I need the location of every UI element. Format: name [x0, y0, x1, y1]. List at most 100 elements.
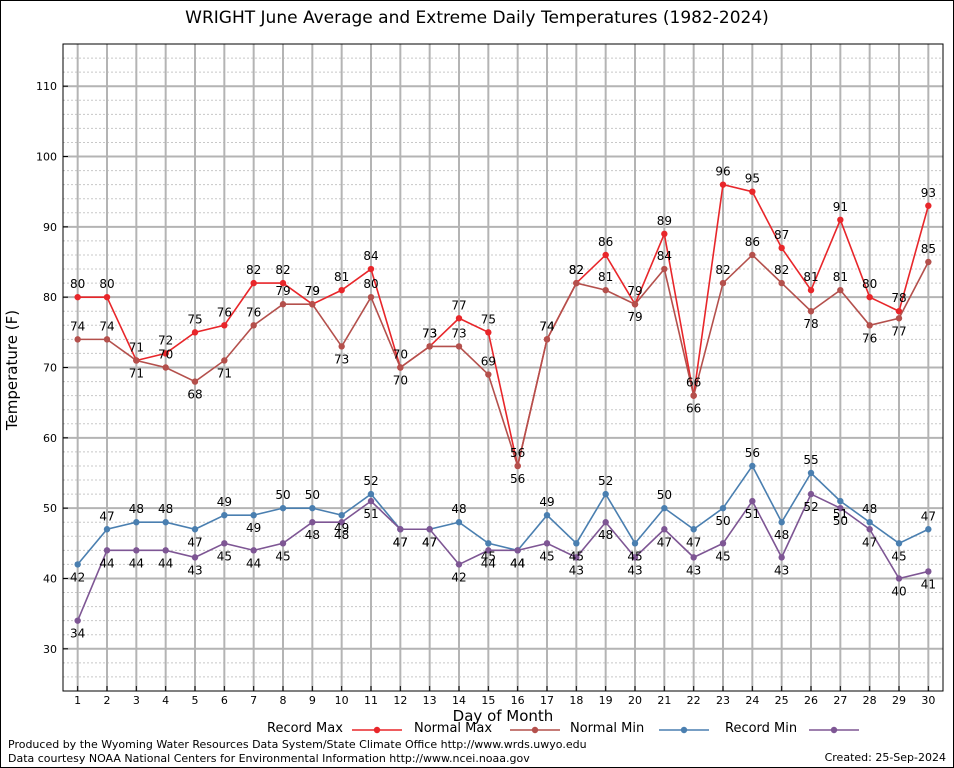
data-label-normal-max: 73 [422, 326, 437, 340]
point-normal-max [749, 251, 756, 259]
point-normal-max [895, 315, 903, 322]
x-tick-label: 25 [775, 694, 789, 707]
data-label-record-max: 75 [187, 312, 202, 326]
y-tick-label: 90 [43, 221, 57, 234]
data-label-record-min: 51 [363, 507, 378, 521]
data-label-record-min: 43 [686, 563, 701, 577]
data-label-record-max: 77 [451, 298, 466, 312]
data-label-normal-max: 56 [510, 472, 525, 486]
data-label-normal-max: 79 [275, 284, 290, 298]
data-label-normal-max: 80 [363, 277, 378, 291]
x-tick-label: 10 [335, 694, 349, 707]
point-normal-max [103, 336, 111, 343]
data-label-record-min: 43 [627, 563, 642, 577]
legend-label-normal-max: Normal Max [414, 721, 493, 736]
point-record-max [103, 293, 111, 301]
point-record-min [690, 554, 697, 561]
point-record-min [573, 554, 580, 561]
point-normal-max [162, 364, 169, 371]
data-label-record-max: 95 [745, 172, 760, 186]
point-normal-max [455, 343, 463, 350]
legend-record-min: Record Min [725, 720, 925, 738]
data-label-normal-max: 78 [803, 317, 818, 331]
point-normal-max [279, 301, 287, 308]
legend-record-max: Record Max [200, 720, 400, 738]
data-label-record-min: 50 [833, 514, 848, 528]
data-label-record-min: 52 [803, 500, 818, 514]
legend-normal-min: Normal Min [570, 720, 770, 738]
point-normal-max [514, 462, 521, 470]
data-label-normal-max: 76 [246, 305, 261, 319]
point-record-min [191, 554, 199, 561]
data-label-record-max: 74 [539, 319, 554, 333]
legend-marker-record-max [373, 726, 381, 734]
data-label-normal-max: 68 [187, 388, 202, 402]
legend-label-record-min: Record Min [725, 721, 798, 736]
data-label-normal-min: 55 [803, 453, 818, 467]
x-tick-label: 6 [221, 694, 228, 707]
data-label-record-max: 79 [627, 284, 642, 298]
point-record-max [661, 230, 668, 238]
point-record-min [250, 547, 257, 554]
data-label-normal-max: 73 [334, 352, 349, 366]
point-record-min [807, 490, 815, 498]
x-tick-label: 5 [192, 694, 199, 707]
y-tick-label: 100 [36, 151, 57, 164]
data-label-normal-max: 66 [686, 402, 701, 416]
point-normal-max [397, 364, 404, 371]
point-normal-min [925, 526, 932, 533]
data-label-record-max: 86 [598, 235, 613, 249]
data-label-normal-min: 49 [246, 521, 261, 535]
x-tick-label: 29 [892, 694, 906, 707]
data-label-normal-min: 52 [598, 474, 613, 488]
y-tick-label: 40 [43, 572, 57, 585]
series-line-record-max [77, 183, 930, 467]
data-label-normal-min: 52 [363, 474, 378, 488]
data-label-normal-min: 45 [569, 549, 584, 563]
data-label-record-min: 41 [921, 577, 936, 591]
point-record-max [719, 181, 727, 188]
data-label-normal-min: 50 [305, 488, 320, 502]
data-label-record-min: 43 [569, 563, 584, 577]
data-label-normal-min: 45 [627, 549, 642, 563]
data-label-normal-max: 81 [833, 270, 848, 284]
point-normal-min [455, 519, 463, 526]
x-tick-label: 7 [250, 694, 257, 707]
data-label-record-max: 75 [481, 312, 496, 326]
point-normal-min [103, 526, 111, 533]
point-normal-min [543, 511, 551, 519]
legend-marker-normal-min [680, 726, 688, 734]
data-label-record-min: 44 [99, 556, 114, 570]
point-record-min [74, 617, 81, 624]
point-normal-max [778, 279, 785, 287]
y-tick-label: 30 [43, 643, 57, 656]
point-normal-max [426, 343, 433, 350]
point-normal-max [866, 322, 873, 329]
data-label-record-max: 72 [158, 333, 173, 347]
point-record-max [895, 308, 903, 315]
y-tick-label: 70 [43, 362, 57, 375]
data-label-normal-min: 47 [99, 509, 114, 523]
data-label-record-min: 40 [891, 584, 906, 598]
data-label-normal-max: 86 [745, 235, 760, 249]
data-label-record-max: 82 [275, 263, 290, 277]
x-tick-label: 16 [511, 694, 525, 707]
x-tick-label: 23 [716, 694, 730, 707]
data-label-normal-max: 71 [129, 366, 144, 380]
point-record-min [543, 540, 551, 547]
data-label-record-min: 47 [862, 535, 877, 549]
data-label-record-max: 96 [715, 165, 730, 179]
data-label-record-max: 82 [569, 263, 584, 277]
data-label-record-min: 47 [657, 535, 672, 549]
x-tick-label: 24 [745, 694, 759, 707]
data-label-normal-max: 70 [158, 348, 173, 362]
point-record-max [162, 350, 169, 357]
data-label-record-min: 47 [422, 535, 437, 549]
point-normal-max [690, 392, 697, 399]
x-axis-label: Day of Month [452, 707, 554, 725]
point-record-min [338, 519, 345, 526]
data-label-normal-min: 48 [129, 502, 144, 516]
point-record-min [514, 547, 521, 554]
data-label-record-max: 80 [99, 277, 114, 291]
point-record-min [367, 497, 375, 505]
